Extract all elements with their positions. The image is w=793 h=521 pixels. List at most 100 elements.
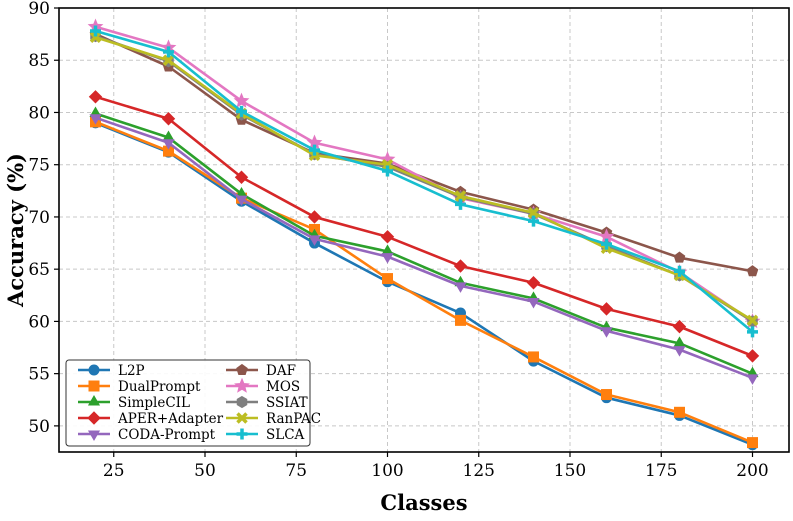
legend-box xyxy=(65,359,311,447)
aper-adapter-point xyxy=(380,230,395,244)
slca-point xyxy=(309,144,320,156)
legend: L2PDualPromptSimpleCILAPER+AdapterCODA-P… xyxy=(65,359,321,447)
legend-label: SLCA xyxy=(266,427,305,443)
legend-marker xyxy=(87,411,101,425)
dualprompt-point xyxy=(455,314,466,326)
legend-item-simplecil: SimpleCIL xyxy=(78,395,190,411)
coda-prompt-line xyxy=(95,116,753,380)
slca-point xyxy=(528,215,539,227)
legend-marker xyxy=(236,395,248,409)
x-tick-label: 200 xyxy=(736,461,768,481)
legend-label: DualPrompt xyxy=(118,379,201,395)
legend-marker xyxy=(234,377,250,393)
ranpac-point xyxy=(454,190,467,202)
coda-prompt-point xyxy=(381,253,394,264)
ranpac-line xyxy=(95,36,754,322)
x-axis-title: Classes xyxy=(380,490,467,515)
axis-ticks: 25 50 75 100 125 150 175 200 50 55 60 65 70 75 80 85 90 xyxy=(28,0,768,481)
mos-line xyxy=(95,25,754,323)
y-tick-label: 80 xyxy=(28,103,50,123)
legend-item-ssiat: SSIAT xyxy=(226,395,308,411)
slca-point xyxy=(455,198,466,210)
series-coda-prompt xyxy=(89,114,759,385)
aper-adapter-point xyxy=(161,112,176,126)
legend-label: CODA-Prompt xyxy=(118,427,216,443)
ranpac-point xyxy=(89,31,102,43)
x-tick-label: 100 xyxy=(371,461,403,481)
ranpac-point xyxy=(162,54,175,66)
legend-marker xyxy=(236,412,248,424)
daf-point xyxy=(746,265,759,277)
aper-adapter-point xyxy=(745,349,760,363)
y-tick-label: 50 xyxy=(28,417,50,437)
coda-prompt-point xyxy=(308,235,321,246)
aper-adapter-point xyxy=(599,302,614,316)
slca-point xyxy=(163,46,174,58)
y-tick-label: 85 xyxy=(28,51,50,71)
series-daf xyxy=(89,28,759,277)
y-tick-label: 70 xyxy=(28,208,50,228)
series-layer xyxy=(87,18,761,451)
aper-adapter-line xyxy=(95,95,753,358)
legend-item-dualprompt: DualPrompt xyxy=(78,379,201,395)
x-tick-label: 50 xyxy=(194,461,216,481)
aper-adapter-point xyxy=(672,319,687,334)
coda-prompt-point xyxy=(162,139,175,150)
y-tick-label: 55 xyxy=(28,365,50,385)
series-mos xyxy=(87,18,761,329)
legend-item-mos: MOS xyxy=(226,377,300,395)
legend-item-coda-prompt: CODA-Prompt xyxy=(78,427,216,443)
series-simplecil xyxy=(89,106,759,378)
legend-label: SimpleCIL xyxy=(118,395,190,411)
series-aper-adapter xyxy=(88,90,760,363)
y-tick-label: 75 xyxy=(28,156,50,176)
dualprompt-point xyxy=(601,389,612,401)
slca-point xyxy=(90,25,101,37)
ranpac-point xyxy=(527,207,540,219)
aper-adapter-point xyxy=(234,170,249,184)
x-tick-label: 75 xyxy=(285,461,307,481)
legend-marker xyxy=(88,364,100,376)
x-tick-label: 175 xyxy=(645,461,677,481)
aper-adapter-point xyxy=(453,259,468,273)
coda-prompt-point xyxy=(454,282,467,293)
x-tick-label: 25 xyxy=(103,461,125,481)
daf-point xyxy=(673,251,686,263)
legend-item-ranpac: RanPAC xyxy=(226,411,321,427)
dualprompt-point xyxy=(747,437,758,449)
legend-label: L2P xyxy=(118,363,145,379)
coda-prompt-point xyxy=(89,114,102,125)
plot-frame xyxy=(58,7,790,453)
y-tick-label: 65 xyxy=(28,260,50,280)
slca-point xyxy=(674,265,685,277)
aper-adapter-point xyxy=(526,276,541,290)
legend-marker xyxy=(87,395,101,406)
dualprompt-line xyxy=(95,120,753,444)
coda-prompt-point xyxy=(673,346,686,357)
dualprompt-point xyxy=(382,273,393,285)
simplecil-line xyxy=(95,112,753,375)
aper-adapter-point xyxy=(307,210,322,224)
slca-point xyxy=(601,238,612,250)
series-slca xyxy=(90,25,758,338)
coda-prompt-point xyxy=(746,374,759,385)
coda-prompt-point xyxy=(600,327,613,338)
legend-item-l2p: L2P xyxy=(78,363,145,379)
legend-item-slca: SLCA xyxy=(226,427,305,443)
slca-point xyxy=(382,165,393,177)
dualprompt-point xyxy=(528,351,539,363)
dualprompt-point xyxy=(674,406,685,418)
ranpac-point xyxy=(381,158,394,171)
slca-point xyxy=(236,105,247,117)
coda-prompt-point xyxy=(527,298,540,309)
mos-point xyxy=(233,92,250,108)
aper-adapter-point xyxy=(88,90,103,104)
legend-marker xyxy=(88,380,100,392)
legend-item-aper-adapter: APER+Adapter xyxy=(78,411,224,427)
slca-line xyxy=(95,29,754,333)
coda-prompt-point xyxy=(235,195,248,207)
legend-marker xyxy=(87,430,101,441)
daf-line xyxy=(94,32,753,273)
ranpac-point xyxy=(746,314,759,327)
